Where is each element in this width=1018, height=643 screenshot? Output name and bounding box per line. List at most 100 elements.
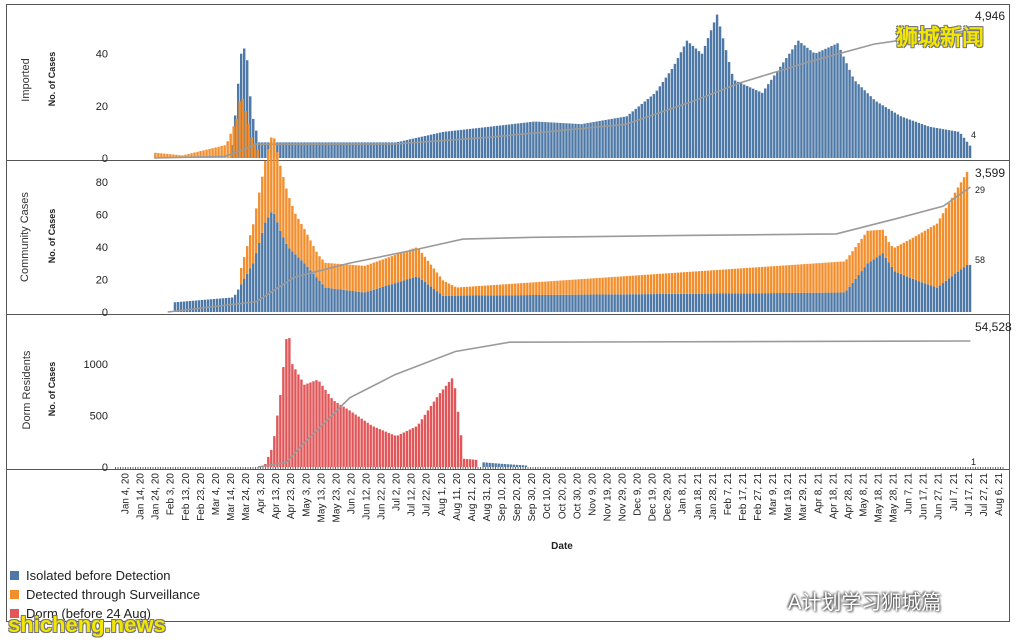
bar-0: [875, 101, 878, 158]
bar-1: [724, 269, 728, 294]
x-tick-label: Jan 24, 20: [151, 473, 162, 520]
bar-1: [565, 280, 568, 295]
bar-1: [249, 268, 252, 312]
bar-0: [562, 123, 565, 158]
bar-1: [381, 259, 384, 287]
bar-0: [202, 150, 205, 158]
bar-1: [523, 282, 526, 296]
bar-1: [872, 230, 875, 260]
bar-1: [679, 272, 683, 294]
bar-1: [378, 260, 381, 288]
bar-2: [435, 397, 439, 467]
bar-0: [914, 121, 918, 158]
bar-2: [465, 459, 469, 467]
bar-1: [483, 285, 487, 296]
bar-0: [154, 152, 157, 158]
bar-1: [851, 282, 854, 312]
bar-1: [351, 264, 354, 291]
bar-0: [399, 141, 403, 158]
bar-0: [157, 153, 160, 158]
bar-0: [483, 127, 487, 158]
bar-0: [480, 127, 484, 158]
bar-2: [273, 436, 276, 467]
bar-1: [658, 293, 662, 312]
bar-1: [306, 266, 309, 312]
bar-1: [628, 275, 631, 295]
bar-1: [547, 281, 550, 295]
bar-1: [712, 270, 716, 294]
bar-0: [282, 142, 285, 158]
bar-1: [637, 275, 640, 295]
cumulative-label-0: 4,946: [975, 9, 1005, 23]
bar-1: [634, 275, 637, 295]
bar-1: [929, 285, 933, 312]
bar-1: [929, 227, 933, 286]
bar-0: [872, 99, 875, 158]
bar-2: [482, 462, 485, 467]
bar-1: [276, 222, 279, 312]
bar-1: [402, 251, 406, 281]
bar-0: [226, 141, 229, 158]
bar-0: [508, 124, 511, 158]
bar-0: [499, 125, 502, 158]
y-tick-label: 80: [96, 177, 108, 189]
bar-1: [348, 290, 351, 312]
bar-1: [333, 288, 336, 312]
bar-1: [899, 273, 902, 312]
bar-1: [173, 302, 177, 312]
bar-0: [441, 131, 445, 158]
bar-0: [318, 142, 321, 158]
bar-1: [872, 259, 875, 312]
bar-0: [724, 50, 728, 159]
bar-1: [712, 293, 716, 312]
bar-1: [486, 295, 490, 312]
bar-1: [483, 295, 487, 312]
bar-1: [655, 274, 659, 295]
bar-2: [354, 414, 357, 467]
bar-0: [408, 139, 412, 158]
bar-1: [390, 284, 393, 312]
bar-1: [194, 300, 198, 312]
bar-1: [465, 286, 469, 296]
x-tick-label: Dec 29, 20: [663, 473, 674, 522]
bar-1: [839, 292, 842, 312]
bar-1: [950, 276, 954, 312]
bar-0: [676, 58, 680, 158]
bar-1: [474, 286, 478, 296]
bar-0: [258, 142, 261, 158]
bar-0: [489, 126, 493, 158]
bar-1: [824, 292, 827, 312]
bar-1: [947, 202, 951, 279]
bar-0: [435, 133, 439, 158]
last-value-label-isolated: 29: [975, 185, 985, 195]
bar-1: [857, 274, 860, 312]
bar-1: [185, 301, 189, 312]
bar-0: [628, 113, 631, 158]
bar-1: [492, 295, 496, 312]
bar-1: [291, 251, 294, 312]
bar-1: [387, 257, 390, 286]
bar-0: [526, 122, 529, 158]
bar-0: [315, 142, 318, 158]
bar-0: [773, 75, 776, 158]
bar-1: [673, 293, 677, 312]
bar-1: [453, 286, 457, 296]
bar-1: [622, 276, 625, 295]
bar-1: [914, 236, 918, 281]
bar-2: [339, 404, 342, 467]
x-tick-label: Aug 1, 20: [437, 473, 448, 516]
bar-1: [761, 266, 764, 294]
bar-1: [782, 292, 785, 312]
bar-0: [652, 94, 656, 158]
bar-1: [393, 255, 397, 284]
x-tick-label: Oct 10, 20: [542, 473, 553, 520]
x-tick-label: Sep 10, 20: [497, 473, 508, 522]
bar-1: [279, 165, 282, 231]
bar-2: [372, 426, 375, 467]
bar-2: [267, 456, 270, 467]
bar-1: [502, 295, 505, 312]
bar-0: [688, 43, 692, 158]
bar-1: [396, 253, 400, 283]
bar-1: [661, 273, 665, 294]
bar-0: [968, 145, 972, 158]
